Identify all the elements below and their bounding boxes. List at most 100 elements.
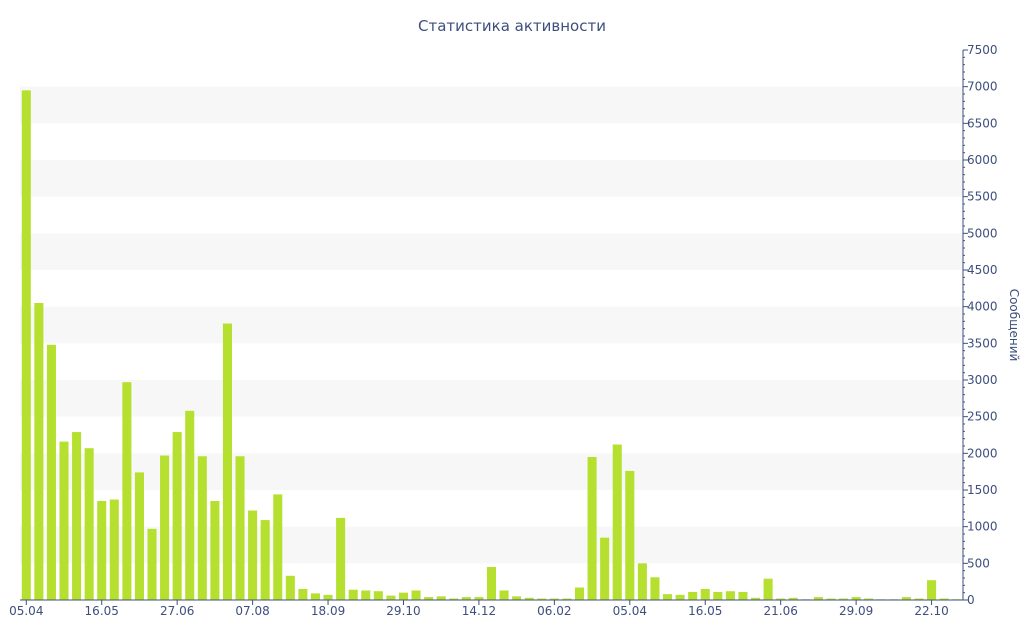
bar xyxy=(172,432,182,600)
x-tick-label: 21.06 xyxy=(764,604,798,618)
bar xyxy=(939,598,949,600)
bar xyxy=(600,537,610,600)
bar xyxy=(461,597,471,600)
bar xyxy=(46,344,56,600)
bar xyxy=(901,597,911,600)
bar xyxy=(84,448,94,600)
y-tick-label: 5000 xyxy=(967,226,998,240)
bar xyxy=(436,596,446,600)
y-tick-label: 500 xyxy=(967,556,990,570)
bar xyxy=(813,597,823,600)
y-tick-label: 4000 xyxy=(967,300,998,314)
bar xyxy=(776,598,786,600)
bar xyxy=(637,563,647,600)
grid-band xyxy=(20,233,963,270)
bar xyxy=(675,594,685,600)
y-tick-label: 1500 xyxy=(967,483,998,497)
bar xyxy=(499,590,509,600)
bar xyxy=(725,591,735,600)
x-tick-label: 22.10 xyxy=(914,604,948,618)
bar xyxy=(700,589,710,600)
y-tick-label: 5500 xyxy=(967,190,998,204)
bar xyxy=(486,567,497,600)
bar xyxy=(751,597,761,600)
bar xyxy=(424,597,434,600)
x-ticks: 05.04 16.05 27.06 07.08 18.09 29.10 14.12 06.02… xyxy=(9,600,949,618)
y-tick-label: 6000 xyxy=(967,153,998,167)
bar xyxy=(109,499,119,600)
y-tick-label: 2500 xyxy=(967,410,998,424)
bar xyxy=(386,595,396,600)
grid-band xyxy=(20,86,963,124)
chart-title: Статистика активности xyxy=(418,17,606,35)
bar xyxy=(298,589,308,600)
x-tick-label: 16.05 xyxy=(85,604,119,618)
y-tick-label: 3000 xyxy=(967,373,998,387)
bar xyxy=(512,596,522,600)
bar xyxy=(34,303,44,600)
bar xyxy=(310,593,320,600)
bar xyxy=(21,90,31,600)
grid-band xyxy=(20,306,963,344)
x-tick-label: 16.05 xyxy=(688,604,722,618)
x-tick-label: 07.08 xyxy=(235,604,269,618)
bar xyxy=(927,580,937,600)
x-tick-label: 14.12 xyxy=(462,604,496,618)
bar xyxy=(398,592,409,600)
bar xyxy=(260,520,270,600)
y-tick-label: 7500 xyxy=(967,43,998,57)
bar xyxy=(72,432,82,600)
bar xyxy=(549,598,559,600)
bar xyxy=(738,591,748,600)
x-tick-label: 29.10 xyxy=(386,604,420,618)
bar xyxy=(826,598,836,600)
bar xyxy=(59,441,69,600)
bar xyxy=(663,594,673,600)
bar xyxy=(625,470,635,600)
bar xyxy=(474,597,484,600)
bar xyxy=(650,577,660,600)
bar xyxy=(411,590,421,600)
bar xyxy=(574,587,585,600)
y-tick-label: 3500 xyxy=(967,336,998,350)
bar xyxy=(839,598,849,600)
bar xyxy=(524,597,534,600)
bar xyxy=(864,598,874,600)
bar xyxy=(914,598,924,600)
x-tick-label: 18.09 xyxy=(311,604,345,618)
y-tick-label: 1000 xyxy=(967,520,998,534)
bar xyxy=(688,591,698,600)
y-tick-label: 4500 xyxy=(967,263,998,277)
bar xyxy=(160,455,170,600)
bar xyxy=(537,598,547,600)
bar xyxy=(222,323,232,600)
bar xyxy=(147,528,157,600)
bar xyxy=(248,510,258,600)
bar xyxy=(185,410,195,600)
bar xyxy=(122,382,132,600)
bar xyxy=(348,589,358,600)
x-tick-label: 06.02 xyxy=(537,604,571,618)
grid-bands xyxy=(20,86,963,564)
y-axis-label: Сообщений xyxy=(1007,289,1021,362)
bar xyxy=(587,457,597,600)
bar xyxy=(336,517,346,600)
bar xyxy=(134,472,144,600)
bar xyxy=(97,501,107,600)
x-tick-label: 27.06 xyxy=(160,604,194,618)
y-tick-label: 2000 xyxy=(967,446,998,460)
grid-band xyxy=(20,160,963,197)
y-tick-label: 0 xyxy=(967,593,975,607)
bar xyxy=(210,501,220,600)
bar xyxy=(788,597,798,600)
y-ticks: 0 500 1000 1500 2000 2500 3000 3500 4000 4500 5000… xyxy=(963,43,998,607)
y-tick-label: 7000 xyxy=(967,80,998,94)
x-tick-label: 29.09 xyxy=(839,604,873,618)
bar xyxy=(197,456,207,600)
y-tick-label: 6500 xyxy=(967,116,998,130)
bar xyxy=(763,578,773,600)
bar xyxy=(361,590,371,600)
bar xyxy=(235,456,245,600)
bar xyxy=(323,594,333,600)
